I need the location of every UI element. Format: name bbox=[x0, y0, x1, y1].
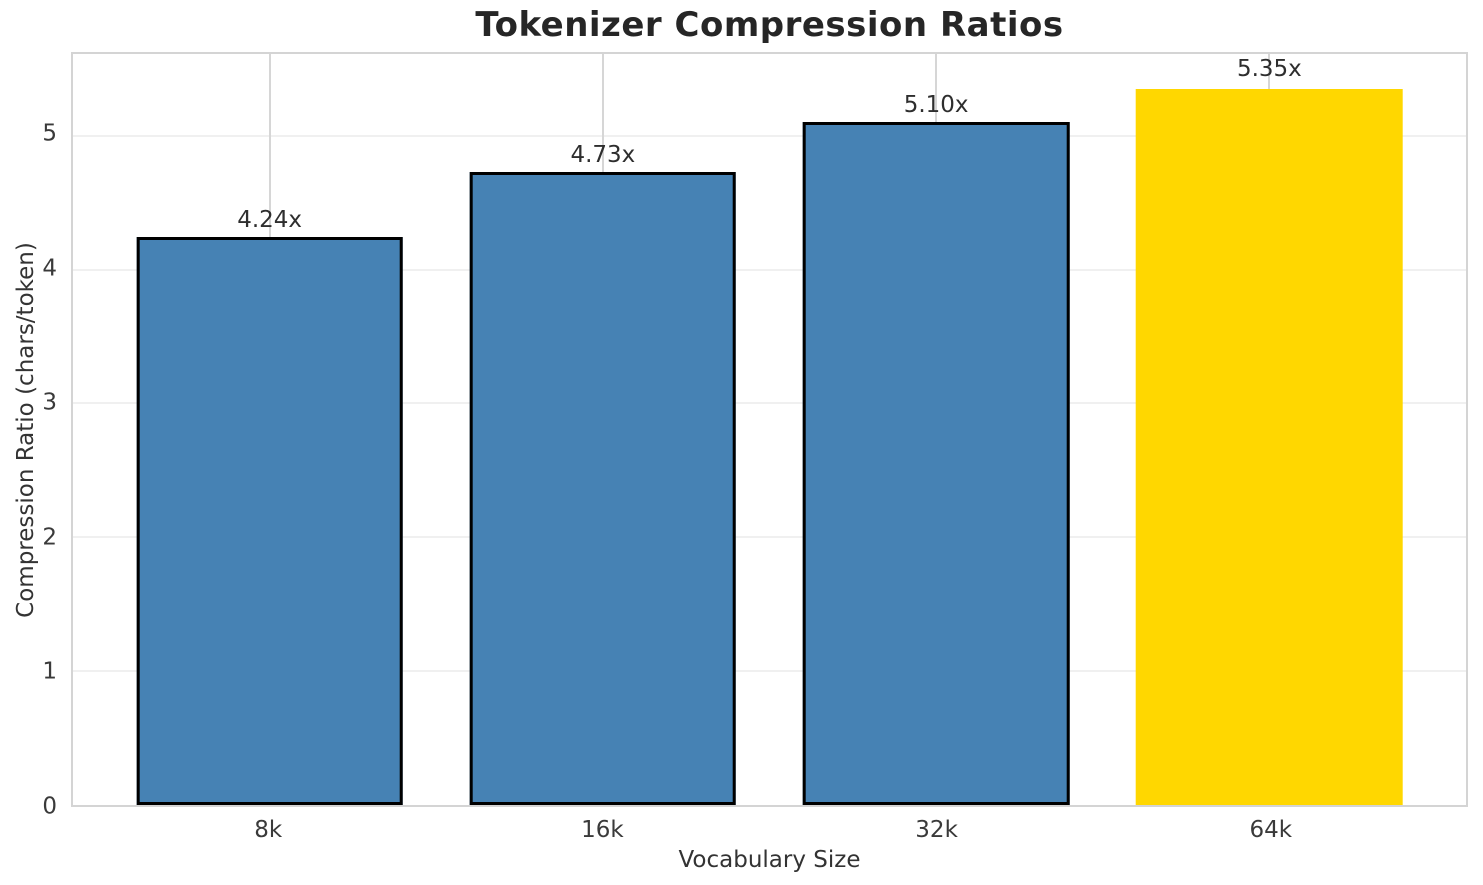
h-gridline bbox=[73, 402, 1466, 405]
h-gridline bbox=[73, 670, 1466, 673]
bar-64k: 5.35x bbox=[1136, 56, 1403, 805]
bar-value-label: 4.24x bbox=[237, 207, 303, 234]
bar-16k: 4.73x bbox=[469, 142, 737, 805]
plot-area: 4.24x 4.73x 5.10x 5.35x bbox=[71, 52, 1468, 807]
h-gridline bbox=[73, 268, 1466, 271]
x-tick-label-64k: 64k bbox=[1249, 817, 1293, 843]
y-tick-label: 1 bbox=[42, 658, 57, 685]
y-tick-label: 5 bbox=[42, 120, 57, 147]
h-gridline bbox=[73, 536, 1466, 539]
y-tick-label: 4 bbox=[42, 255, 57, 282]
y-tick-label: 0 bbox=[42, 793, 57, 820]
y-tick-label: 3 bbox=[42, 389, 57, 416]
bar-value-label: 5.10x bbox=[903, 92, 969, 119]
x-tick-label-8k: 8k bbox=[254, 817, 283, 843]
h-gridline bbox=[73, 134, 1466, 137]
x-tick-label-16k: 16k bbox=[581, 817, 624, 843]
bar-8k: 4.24x bbox=[136, 207, 403, 805]
y-axis-ticks: 0 1 2 3 4 5 bbox=[0, 52, 71, 818]
x-axis-label: Vocabulary Size bbox=[678, 847, 861, 873]
bar-value-label: 4.73x bbox=[570, 141, 636, 168]
x-tick-label-32k: 32k bbox=[915, 817, 958, 843]
bar-value-label: 5.35x bbox=[1236, 55, 1302, 82]
x-axis-ticks: 8k 16k 32k 64k bbox=[71, 817, 1468, 845]
bar-32k: 5.10x bbox=[802, 92, 1070, 805]
chart-title: Tokenizer Compression Ratios bbox=[475, 5, 1064, 45]
y-tick-label: 2 bbox=[42, 524, 57, 551]
